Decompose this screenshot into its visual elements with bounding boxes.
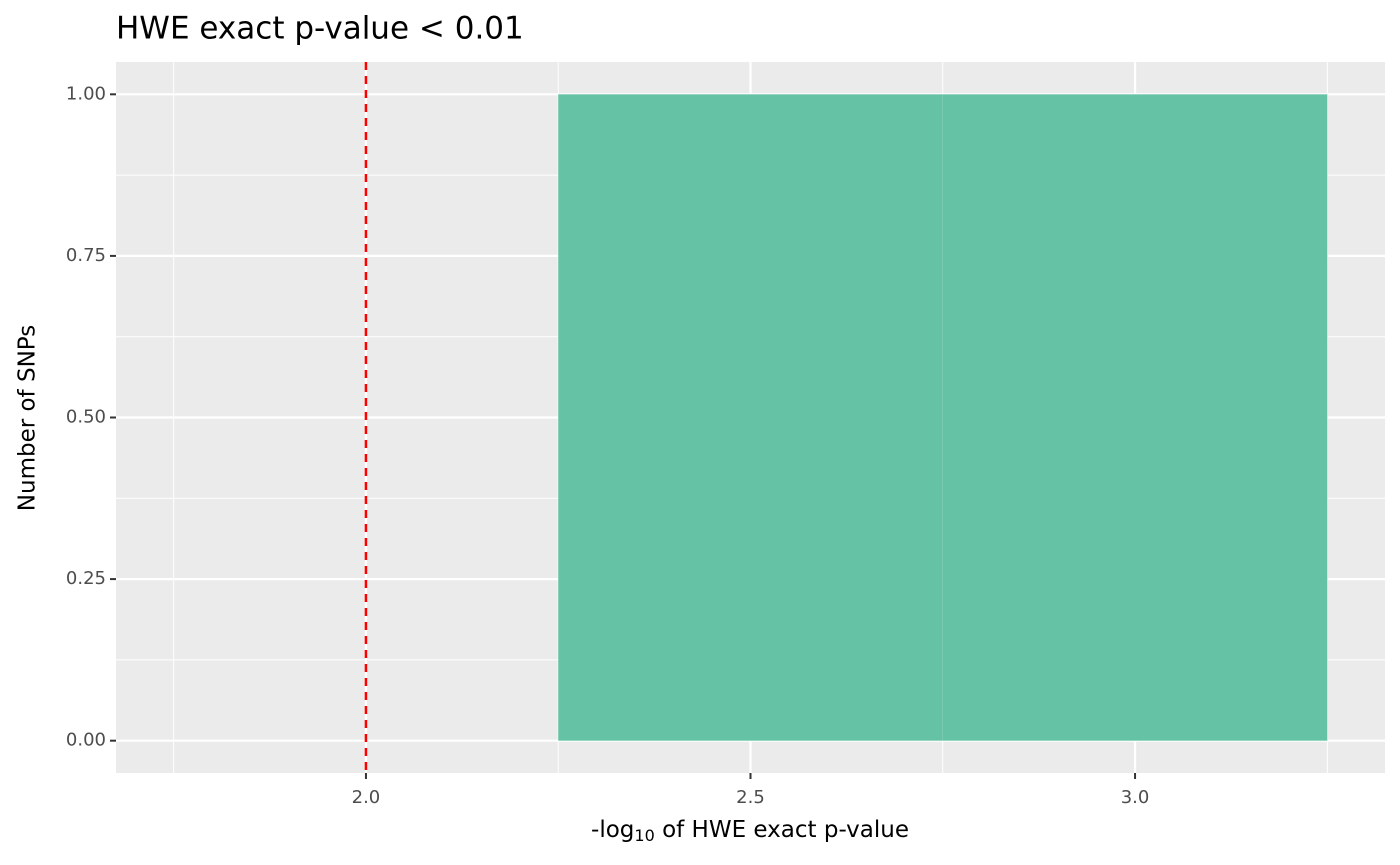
x-tick-label: 3.0 <box>1121 787 1150 808</box>
y-tick-label: 0.50 <box>66 407 106 428</box>
bar <box>558 94 943 741</box>
x-title-subscript: 10 <box>634 826 654 845</box>
y-tick-label: 1.00 <box>66 83 106 104</box>
y-tick-label: 0.00 <box>66 730 106 751</box>
chart-title: HWE exact p-value < 0.01 <box>116 11 524 47</box>
y-axis-title: Number of SNPs <box>15 325 41 511</box>
bar <box>942 94 1328 741</box>
x-axis-title: -log10 of HWE exact p-value <box>591 817 909 845</box>
x-tick-label: 2.5 <box>736 787 765 808</box>
y-tick-label: 0.25 <box>66 568 106 589</box>
x-title-suffix: of HWE exact p-value <box>655 817 909 843</box>
y-tick-label: 0.75 <box>66 245 106 266</box>
x-title-prefix: -log <box>591 817 634 843</box>
x-tick-label: 2.0 <box>352 787 381 808</box>
